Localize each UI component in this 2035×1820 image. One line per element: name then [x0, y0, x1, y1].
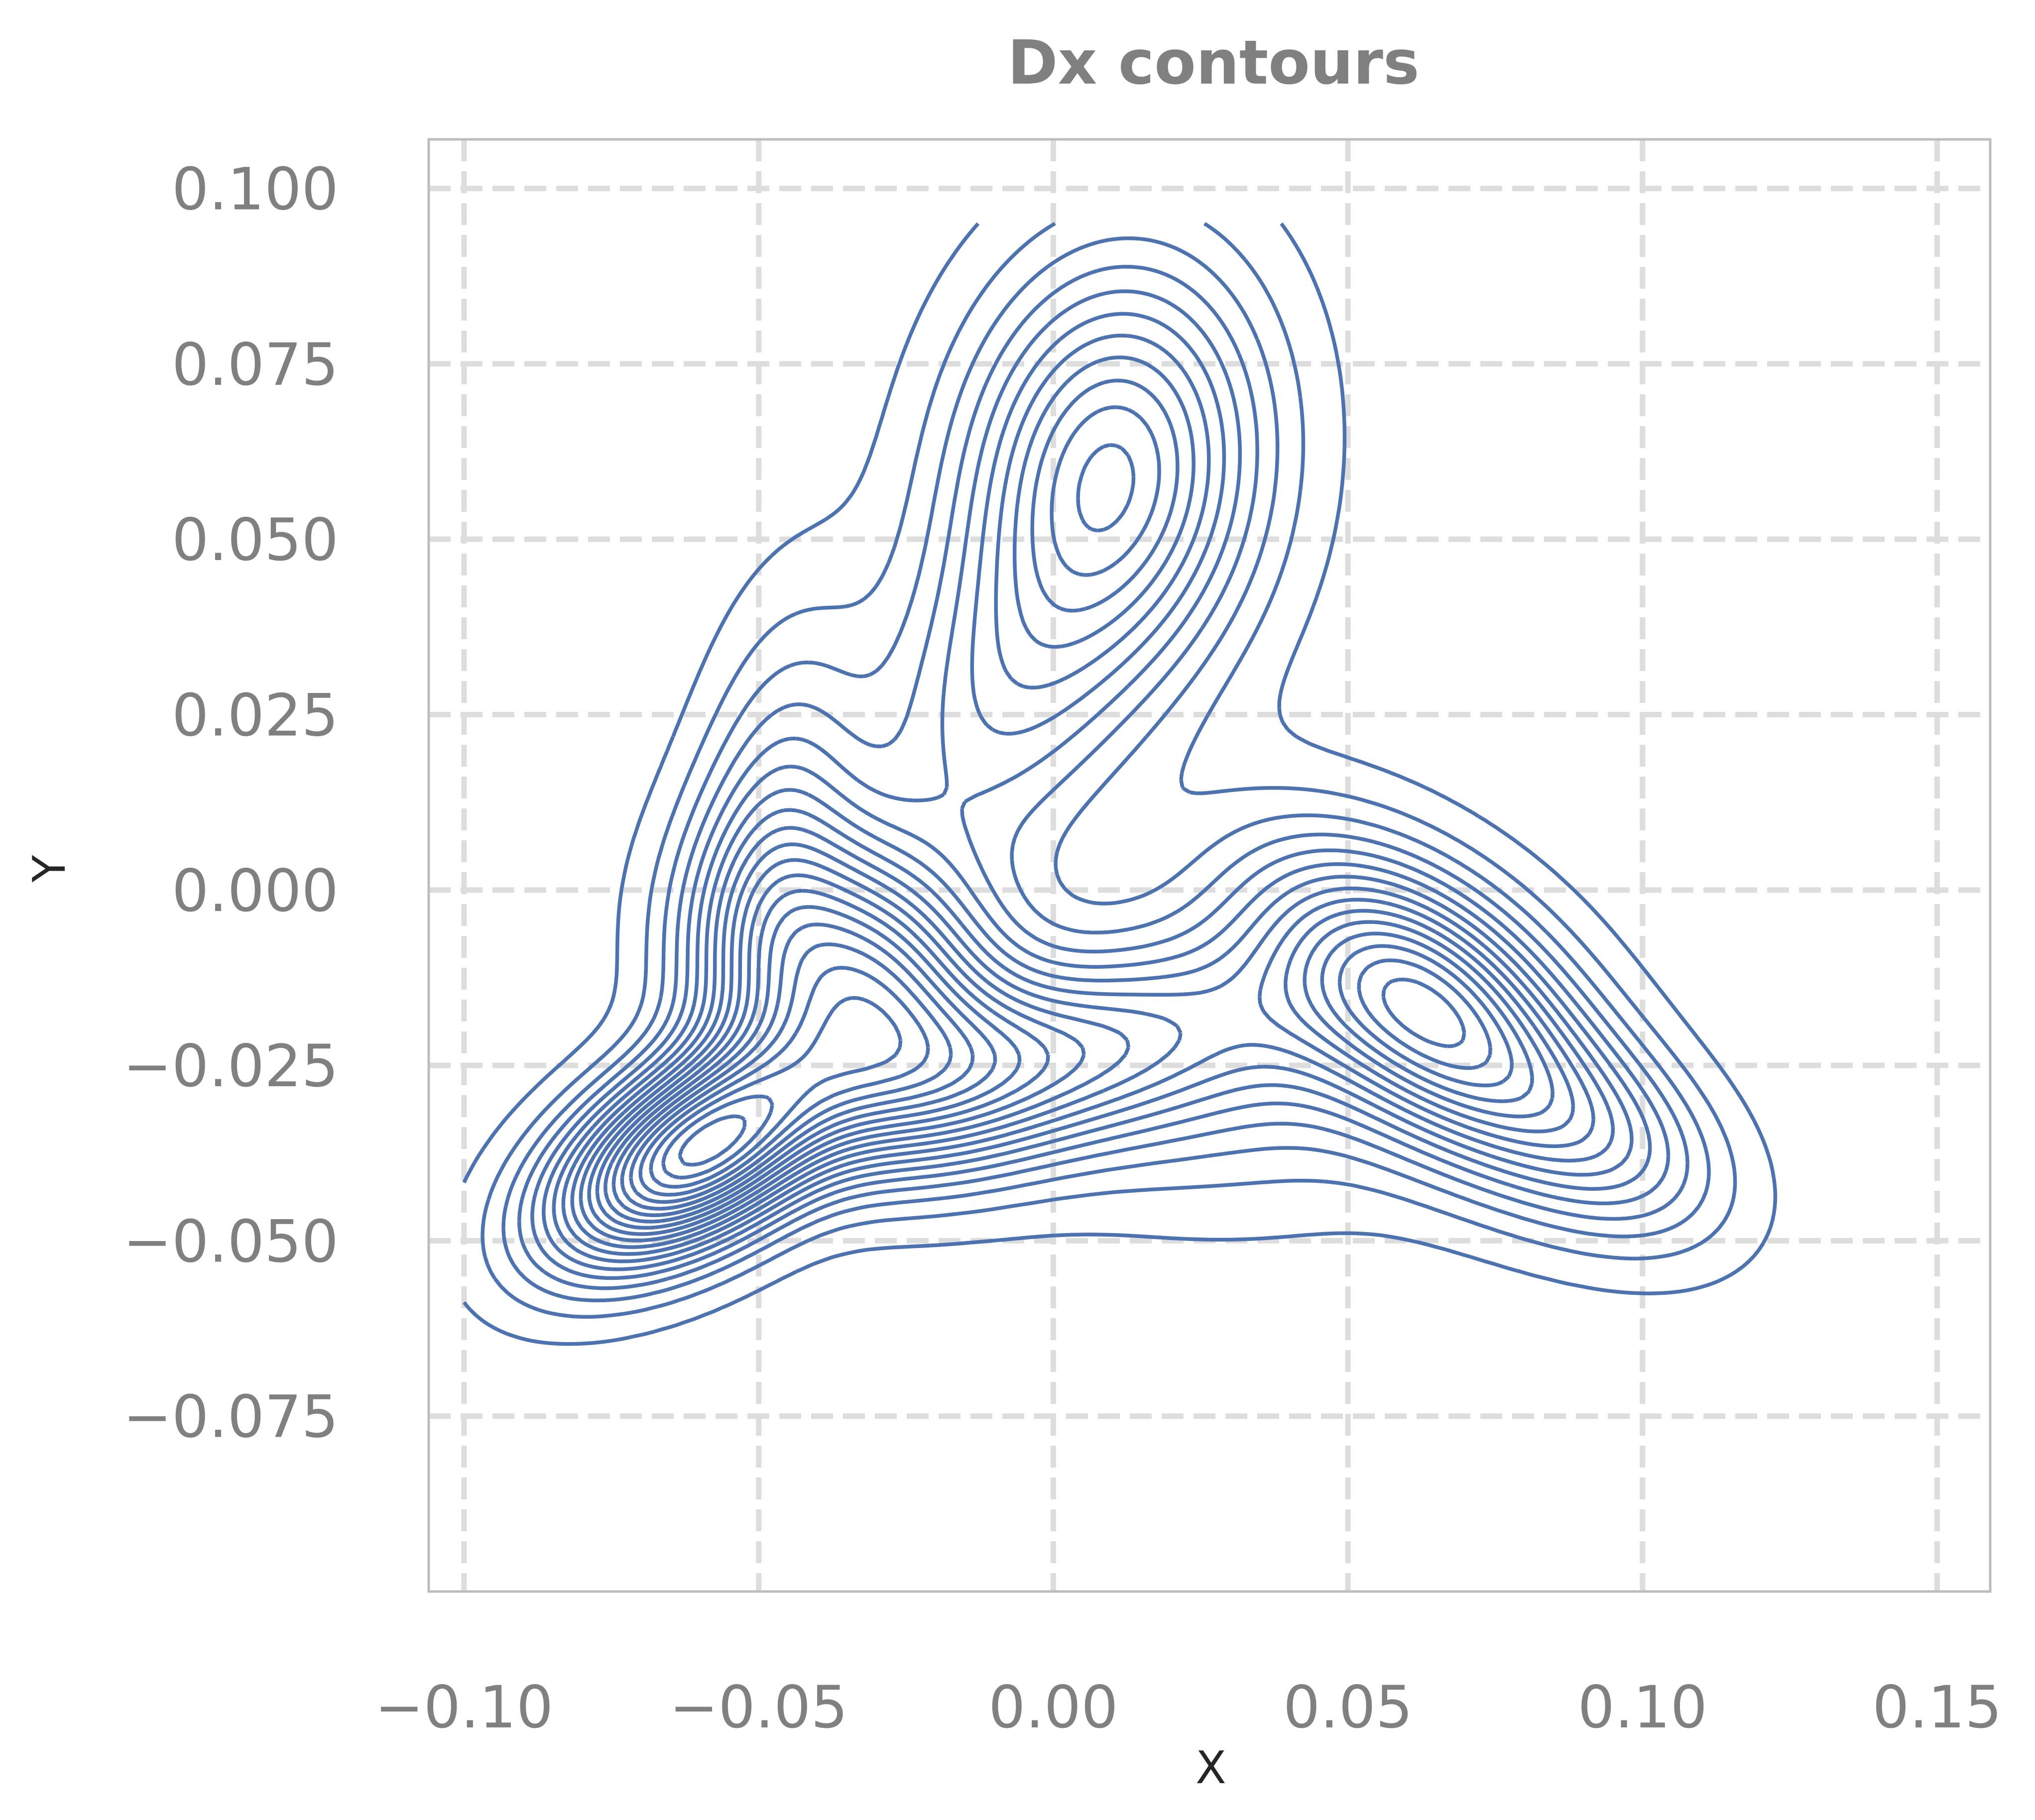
contour-level-3 — [501, 236, 1711, 1303]
x-tick-label: 0.10 — [1578, 1673, 1708, 1741]
contour-level-11 — [587, 443, 1555, 1236]
contour-level-8 — [561, 355, 1615, 1256]
x-tick-label: 0.15 — [1872, 1673, 2002, 1741]
y-tick-label: 0.100 — [172, 155, 339, 224]
contour-level-1 — [462, 222, 1778, 1346]
x-tick-label: 0.00 — [988, 1673, 1118, 1741]
y-tick-label: 0.025 — [172, 682, 339, 750]
y-tick-label: −0.075 — [123, 1383, 339, 1451]
contour-level-15 — [620, 922, 1466, 1211]
contour-level-16 — [629, 942, 953, 1204]
x-tick-label: 0.05 — [1283, 1673, 1413, 1741]
y-tick-label: 0.050 — [172, 506, 339, 574]
contour-level-19 — [661, 1094, 774, 1180]
grid — [429, 139, 1990, 1592]
contour-level-14 — [611, 905, 1492, 1217]
contour-level-13 — [603, 889, 1514, 1224]
x-tick-labels: −0.10 −0.05 0.00 0.05 0.10 0.15 — [375, 1673, 2002, 1741]
x-axis-label: X — [1196, 1742, 1226, 1794]
contour-lines — [462, 222, 1778, 1346]
contour-level-12 — [595, 873, 1534, 1230]
contour-level-17 — [638, 966, 930, 1197]
y-tick-label: 0.000 — [172, 857, 339, 925]
y-tick-label: 0.075 — [172, 331, 339, 399]
contour-level-9 — [570, 378, 1596, 1249]
contour-level-6 — [541, 312, 1652, 1271]
chart-title: Dx contours — [1007, 27, 1419, 98]
y-tick-label: −0.050 — [123, 1207, 339, 1275]
contour-level-18 — [649, 996, 903, 1189]
contour-level-5 — [530, 289, 1671, 1280]
y-tick-label: −0.025 — [123, 1032, 339, 1100]
x-tick-label: −0.10 — [375, 1673, 554, 1741]
contour-level-20 — [678, 1114, 747, 1167]
y-tick-labels: 0.100 0.075 0.050 0.025 0.000 −0.025 −0.050 −0.… — [123, 155, 339, 1451]
plot-frame — [427, 138, 1992, 1593]
contour-level-4 — [517, 264, 1689, 1290]
y-axis-label: Y — [23, 854, 76, 883]
contour-level-10 — [579, 405, 1575, 1243]
contour-level-2 — [480, 222, 1737, 1319]
x-tick-label: −0.05 — [669, 1673, 848, 1741]
contour-level-7 — [552, 334, 1634, 1263]
